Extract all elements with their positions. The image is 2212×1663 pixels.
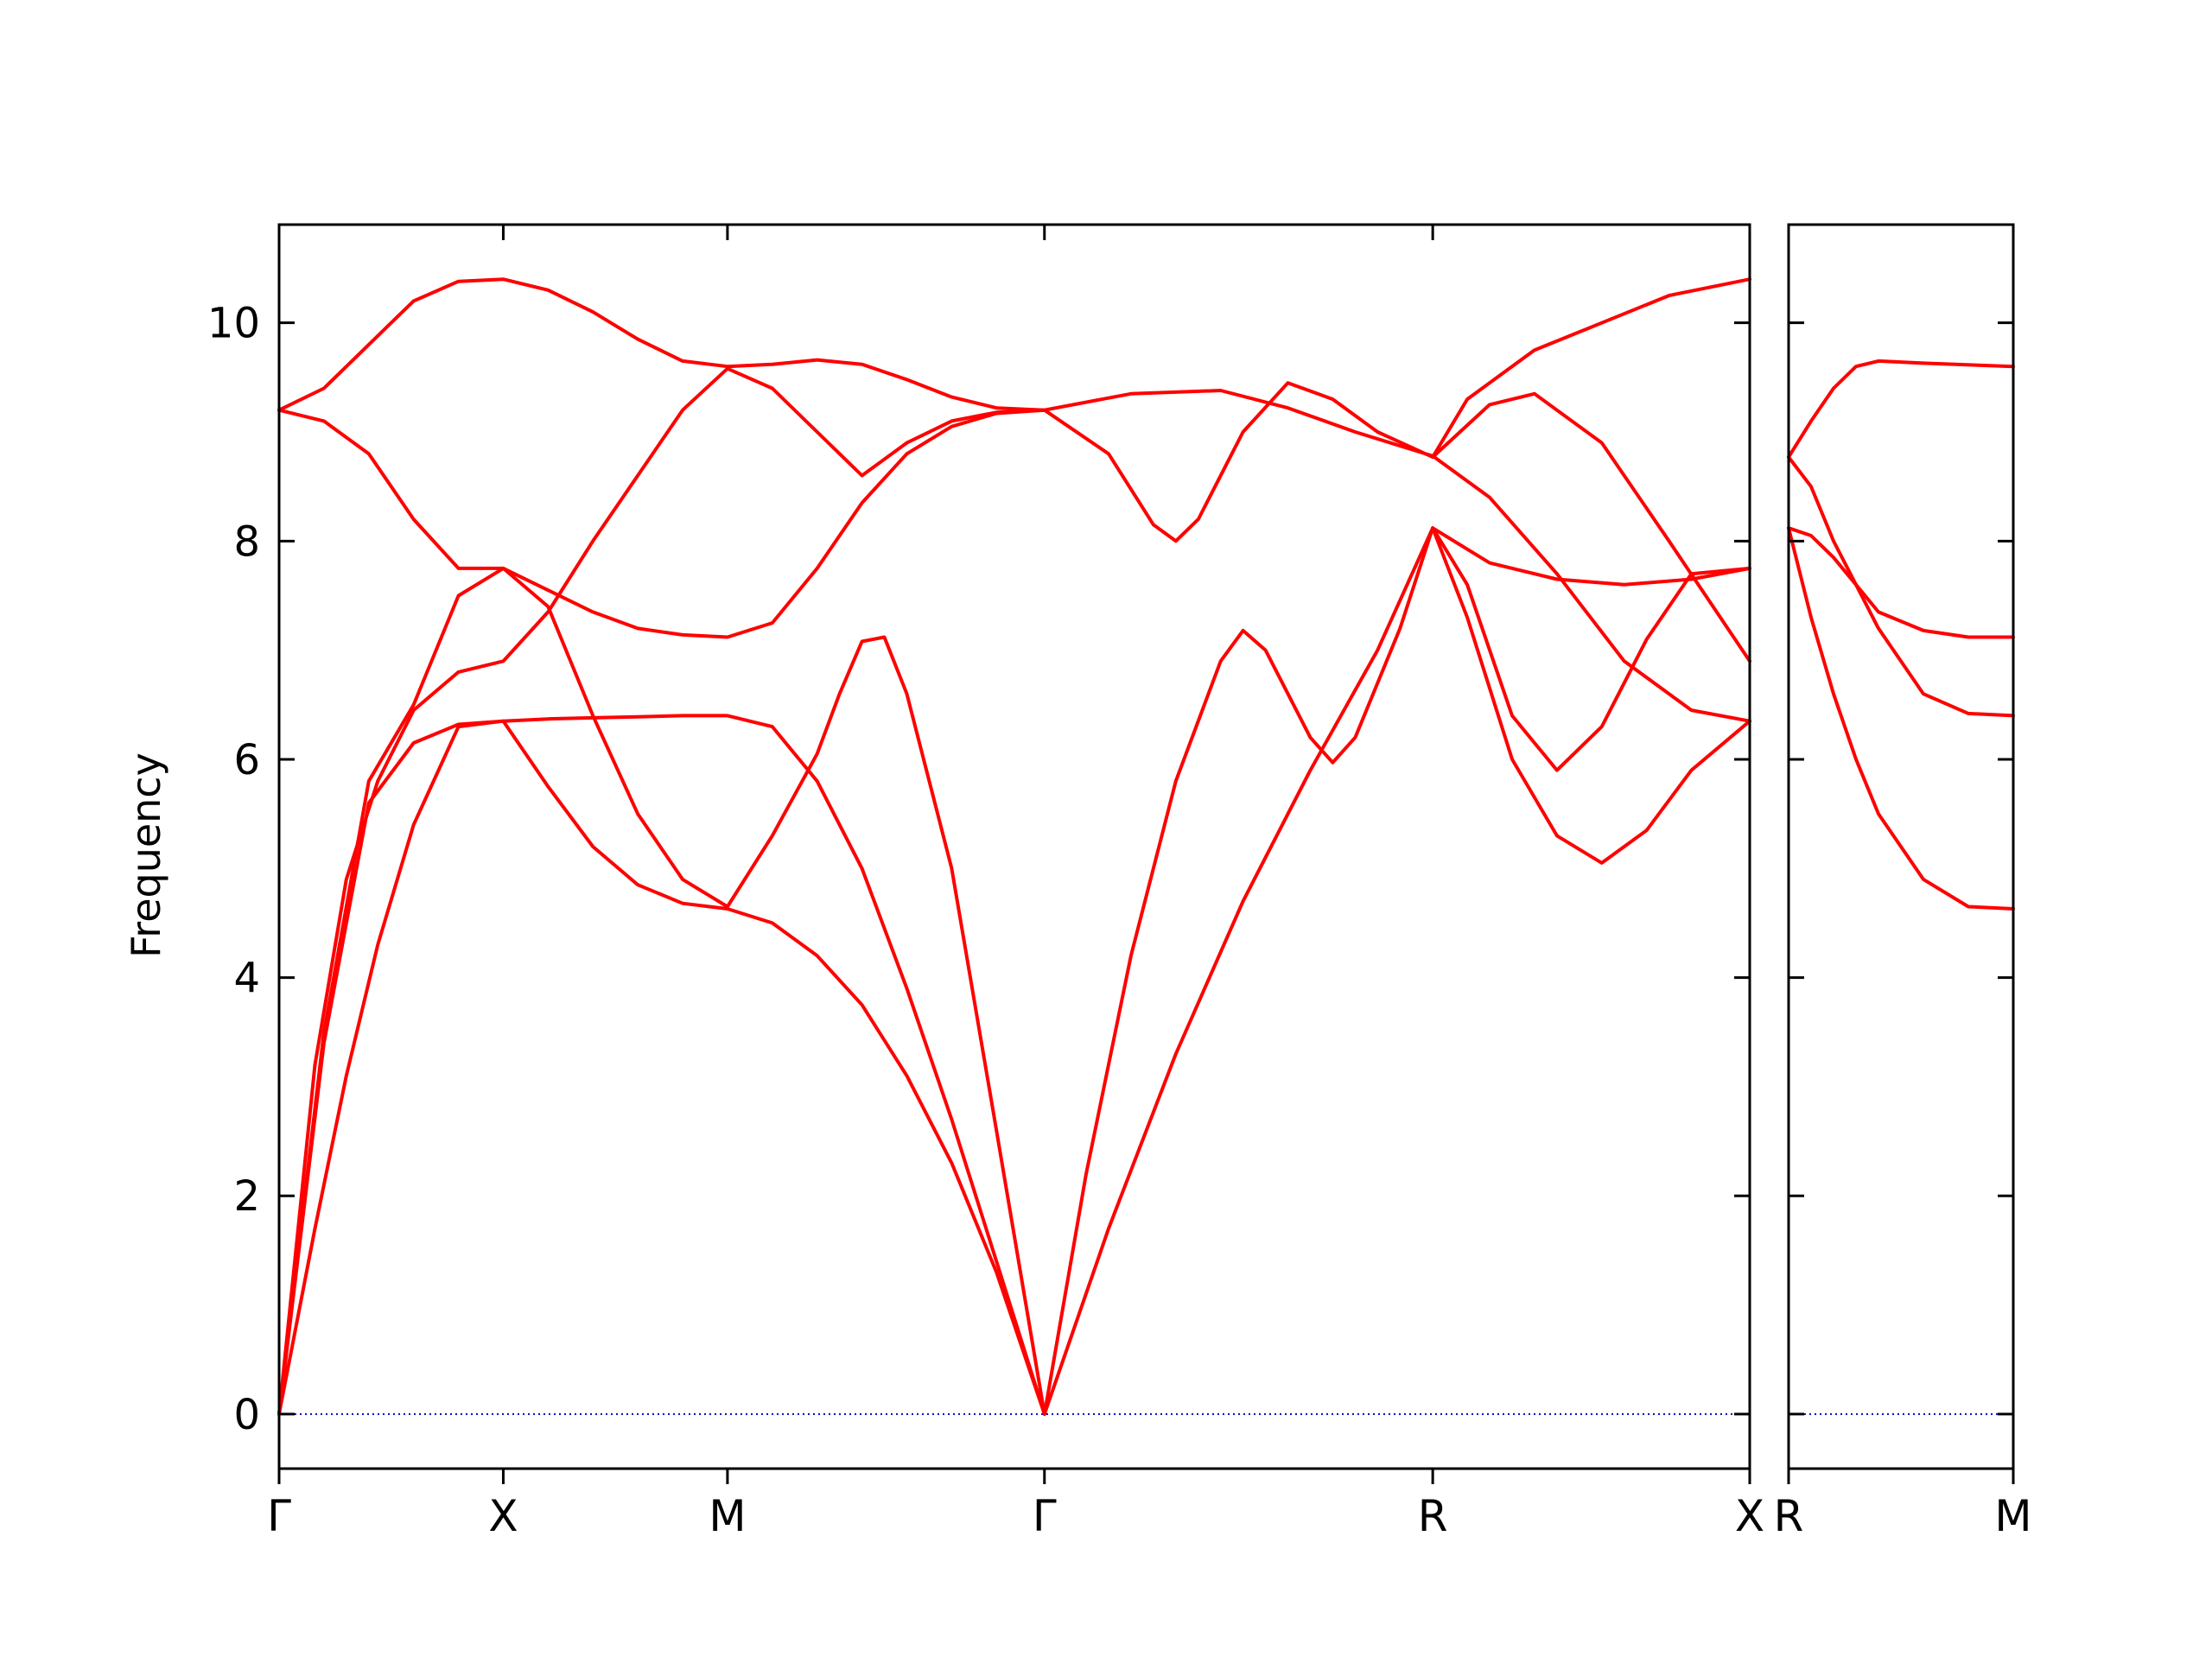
y-axis-label: Frequency — [123, 752, 169, 958]
xtick-label: X — [488, 1491, 518, 1541]
side-plot-frame — [1787, 223, 2015, 1470]
main-band-11 — [1431, 277, 1751, 460]
ytick-label: 2 — [233, 1172, 260, 1221]
main-band-6 — [277, 566, 1046, 1416]
main-band-2 — [277, 366, 1046, 1416]
ytick-label: 10 — [207, 300, 260, 348]
main-plot-frame — [277, 223, 1751, 1470]
main-band-4 — [277, 408, 1046, 639]
xtick-label: M — [1994, 1491, 2031, 1541]
main-band-8 — [1042, 526, 1751, 1416]
side-band-3 — [1787, 526, 2015, 639]
xtick-label: M — [709, 1491, 746, 1541]
xtick-label: X — [1735, 1491, 1764, 1541]
ytick-label: 0 — [233, 1391, 260, 1439]
main-band-10 — [1042, 381, 1751, 663]
main-band-7 — [1042, 526, 1751, 1416]
xtick-label: Γ — [1033, 1491, 1057, 1541]
main-band-5 — [277, 714, 1046, 1416]
side-band-4 — [1787, 526, 2015, 911]
ytick-label: 4 — [233, 955, 260, 1003]
side-band-1 — [1787, 359, 2015, 460]
ytick-label: 8 — [233, 517, 260, 566]
main-band-3 — [277, 277, 1046, 412]
side-band-2 — [1787, 455, 2015, 718]
main-band-12 — [1431, 526, 1751, 865]
xtick-label: R — [1774, 1491, 1804, 1541]
xtick-label: R — [1418, 1491, 1448, 1541]
ytick-label: 6 — [233, 736, 260, 784]
main-band-1 — [277, 719, 1046, 1416]
xtick-label: Γ — [267, 1491, 291, 1541]
